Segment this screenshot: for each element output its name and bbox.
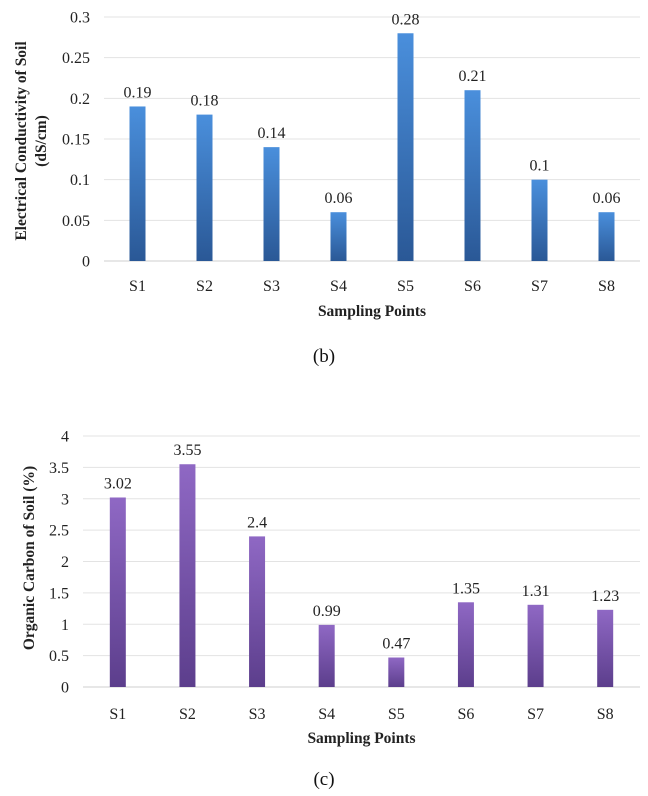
x-axis-title: Sampling Points [307, 730, 415, 747]
y-tick-label: 1.5 [49, 585, 69, 602]
figure-caption: (b) [313, 346, 335, 367]
x-tick-label: S2 [179, 706, 196, 723]
x-tick-label: S1 [109, 706, 126, 723]
bar-s6 [457, 602, 474, 687]
chart-organic-carbon: 0 0.5 1 1.5 2 2.5 3 3.5 4 3.02 S1 3.55 S2 2.4 S3 0.99 S4… [21, 429, 640, 790]
bar-s3 [249, 536, 266, 687]
y-tick-label: 0.2 [70, 91, 90, 108]
figure-caption: (c) [313, 769, 334, 790]
x-axis-title: Sampling Points [318, 303, 426, 320]
bar-s3 [263, 147, 280, 261]
y-tick-label: 4 [61, 429, 69, 446]
y-axis-title: Electrical Conductivity of Soil [13, 41, 30, 241]
bar-s6 [464, 90, 481, 261]
y-tick-label: 0.1 [70, 172, 90, 189]
y-tick-label: 0.05 [62, 213, 90, 230]
y-tick-label: 0.15 [62, 132, 90, 149]
x-tick-label: S1 [129, 278, 146, 295]
data-label: 1.23 [591, 588, 619, 605]
data-label: 0.99 [313, 603, 341, 620]
x-tick-label: S7 [527, 706, 544, 723]
data-label: 3.02 [104, 475, 132, 492]
bar-s4 [318, 624, 335, 687]
x-tick-label: S2 [196, 278, 213, 295]
y-tick-label: 2 [61, 554, 69, 571]
data-label: 0.47 [382, 636, 410, 653]
bar-s1 [129, 106, 146, 261]
x-tick-label: S4 [330, 278, 347, 295]
data-label: 0.21 [459, 68, 487, 85]
x-tick-label: S6 [464, 278, 481, 295]
bar-s7 [527, 604, 544, 687]
bar-s5 [388, 657, 405, 687]
data-label: 3.55 [173, 442, 201, 459]
data-label: 0.06 [593, 190, 621, 207]
data-label: 0.19 [124, 84, 152, 101]
x-tick-label: S3 [263, 278, 280, 295]
data-label: 2.4 [247, 514, 267, 531]
y-tick-label: 0 [61, 680, 69, 697]
y-tick-label: 0.3 [70, 10, 90, 27]
data-label: 0.28 [392, 11, 420, 28]
bar-s2 [179, 464, 196, 687]
y-axis-title: Organic Carbon of Soil (%) [21, 466, 38, 650]
x-tick-label: S8 [597, 706, 614, 723]
bar-s4 [330, 212, 347, 261]
bar-s8 [597, 609, 614, 687]
x-tick-label: S8 [598, 278, 615, 295]
y-axis-title: (dS/cm) [33, 115, 50, 167]
bar-s5 [397, 33, 414, 262]
y-tick-label: 0.25 [62, 50, 90, 67]
x-tick-label: S5 [388, 706, 405, 723]
data-label: 0.1 [530, 158, 550, 175]
y-tick-label: 3 [61, 491, 69, 508]
y-tick-label: 2.5 [49, 523, 69, 540]
data-label: 1.31 [522, 583, 550, 600]
data-label: 0.18 [191, 93, 219, 110]
y-tick-label: 0 [82, 254, 90, 271]
data-label: 1.35 [452, 580, 480, 597]
data-label: 0.14 [258, 125, 286, 142]
bar-s2 [196, 114, 213, 261]
bar-s1 [109, 497, 126, 687]
x-tick-label: S6 [457, 706, 474, 723]
bar-s7 [531, 179, 548, 261]
x-tick-label: S3 [249, 706, 266, 723]
y-tick-label: 0.5 [49, 648, 69, 665]
data-label: 0.06 [325, 190, 353, 207]
chart-electrical-conductivity: 0 0.05 0.1 0.15 0.2 0.25 0.3 0.19 S1 0.18 S2 0.14 S3… [13, 10, 640, 367]
x-tick-label: S7 [531, 278, 548, 295]
x-tick-label: S4 [318, 706, 335, 723]
y-tick-label: 3.5 [49, 460, 69, 477]
x-tick-label: S5 [397, 278, 414, 295]
y-tick-label: 1 [61, 617, 69, 634]
bar-s8 [598, 212, 615, 261]
